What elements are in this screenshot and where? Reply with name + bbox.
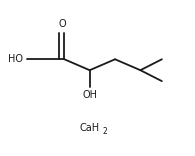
Text: 2: 2 (103, 127, 107, 136)
Text: O: O (58, 19, 66, 29)
Text: CaH: CaH (80, 123, 100, 133)
Text: OH: OH (82, 90, 97, 100)
Text: HO: HO (8, 54, 23, 64)
